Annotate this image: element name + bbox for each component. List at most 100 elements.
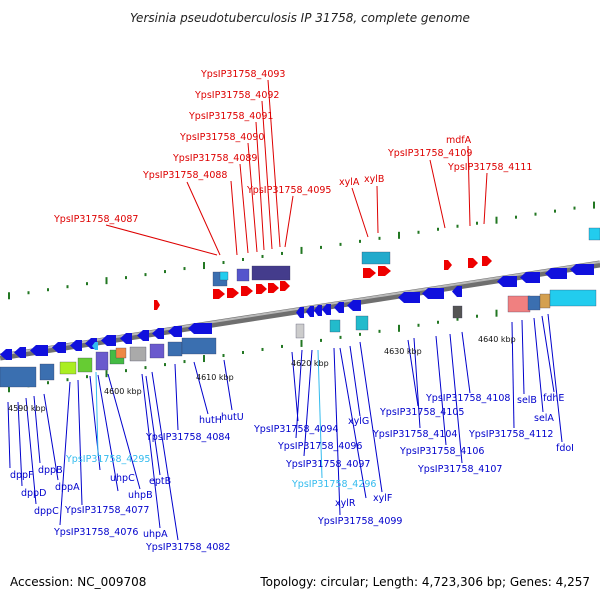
reverse-gene [322,304,331,315]
reverse-gene [188,323,212,334]
leader-line [43,393,59,481]
gene-label[interactable]: YpsIP31758_4096 [277,441,362,452]
reverse-gene [120,333,132,344]
leader-line [547,313,563,443]
gene-label[interactable]: dppC [34,506,59,517]
leader-line [511,321,515,429]
tick-mark [8,292,10,300]
gene-label[interactable]: YpsIP31758_4097 [285,459,370,470]
feature-box [95,351,109,371]
gene-label[interactable]: fdhE [543,393,564,404]
leader-line [230,180,238,256]
gene-label[interactable]: dppB [38,465,63,476]
tick-mark [261,254,264,258]
gene-label[interactable]: YpsIP31758_4106 [399,446,484,457]
map-title: Yersinia pseudotuberculosis IP 31758, co… [130,11,470,25]
tick-mark [573,206,576,210]
feature-box [539,293,551,309]
gene-label[interactable]: YpsIP31758_4093 [200,69,285,80]
gene-label[interactable]: YpsIP31758_4095 [246,185,331,196]
forward-gene [363,268,376,278]
gene-label[interactable]: YpsIP31758_4112 [468,429,553,440]
gene-label[interactable]: xylB [364,174,384,185]
feature-box [295,323,305,339]
leader-line [291,351,299,422]
reverse-gene [52,342,66,353]
gene-label[interactable]: YpsIP31758_4077 [64,505,149,516]
gene-label[interactable]: dppA [55,482,80,493]
gene-label[interactable]: YpsIP31758_4099 [317,516,402,527]
scale-label-4630: 4630 kbp [384,347,422,356]
tick-mark [183,267,186,271]
leader-line [223,359,233,411]
gene-label[interactable]: YpsIP31758_4091 [188,111,273,122]
gene-label[interactable]: eptB [149,476,171,487]
gene-label[interactable]: YpsIP31758_4107 [417,464,502,475]
gene-label[interactable]: dppF [10,470,34,481]
gene-label[interactable]: YpsIP31758_4296 [291,479,376,490]
forward-gene [241,286,253,296]
tick-mark [456,224,459,228]
gene-label[interactable]: hutH [199,415,222,426]
gene-label[interactable]: selB [517,395,537,406]
gene-label[interactable]: mdfA [446,135,472,146]
tick-mark [339,335,342,339]
reverse-gene [0,349,12,360]
tick-mark [203,262,205,270]
gene-label[interactable]: dppD [21,488,46,499]
gene-label[interactable]: uhpB [128,490,153,501]
gene-label[interactable]: YpsIP31758_4094 [253,424,338,435]
tick-mark [495,216,498,224]
gene-label[interactable]: YpsIP31758_4088 [142,170,227,181]
gene-label[interactable]: uhpC [110,473,135,484]
leader-line [17,401,23,487]
leader-line [376,185,379,234]
tick-mark [359,239,361,243]
gene-label[interactable]: YpsIP31758_4092 [194,90,279,101]
gene-label[interactable]: YpsIP31758_4089 [172,153,257,164]
feature-box [129,346,147,362]
reverse-gene [70,340,82,351]
leader-line [303,349,313,457]
gene-label[interactable]: hutU [221,412,244,423]
gene-label[interactable]: xylR [335,498,356,509]
gene-label[interactable]: xylA [339,177,360,188]
gene-label[interactable]: YpsIP31758_4109 [387,148,472,159]
leader-line [145,375,161,476]
feature-box [507,295,531,313]
tick-mark [242,257,244,261]
gene-label[interactable]: fdoI [556,443,574,454]
leader-line [174,363,179,431]
gene-label[interactable]: YpsIP31758_4111 [447,162,532,173]
leader-line [186,181,221,256]
tick-mark [515,215,517,219]
leader-line [349,345,361,417]
gene-label[interactable]: xylF [373,493,392,504]
tick-mark [417,230,420,234]
leader-line [483,172,488,225]
leader-line [261,100,273,250]
gene-label[interactable]: YpsIP31758_4087 [53,214,138,225]
leader-line [267,79,281,248]
reverse-gene [101,335,116,346]
gene-label[interactable]: selA [534,413,554,424]
reverse-gene [296,307,304,318]
gene-label[interactable]: YpsIP31758_4104 [372,429,457,440]
gene-label[interactable]: YpsIP31758_4082 [145,542,230,553]
gene-label[interactable]: YpsIP31758_4084 [145,432,230,443]
leader-line [449,333,463,464]
gene-label[interactable]: YpsIP31758_4108 [425,393,510,404]
gene-label[interactable]: YpsIP31758_4076 [53,527,138,538]
leader-line [435,335,447,446]
leader-line [107,373,141,490]
gene-label[interactable]: xylG [348,416,369,427]
feature-box [59,361,77,375]
gene-label[interactable]: YpsIP31758_4295 [65,454,150,465]
gene-label[interactable]: uhpA [143,529,168,540]
tick-mark [105,277,108,285]
gene-label[interactable]: YpsIP31758_4105 [379,407,464,418]
tick-mark [222,261,225,265]
gene-label[interactable]: YpsIP31758_4090 [179,132,264,143]
tick-mark [320,245,322,249]
